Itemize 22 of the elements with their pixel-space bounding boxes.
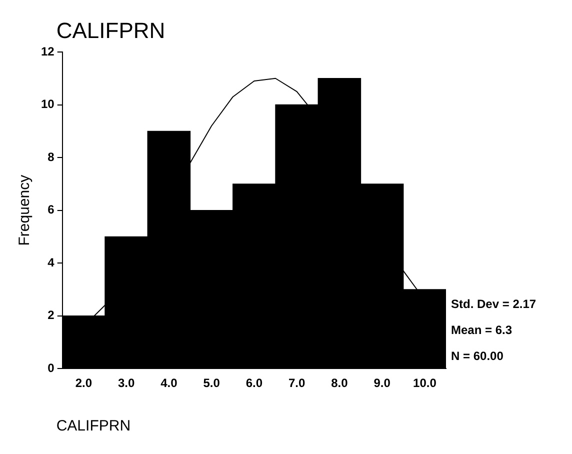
y-tick-label: 4 xyxy=(48,255,55,270)
y-tick-label: 6 xyxy=(48,202,55,217)
y-tick-label: 8 xyxy=(48,150,55,164)
y-tick-label: 10 xyxy=(40,97,55,112)
text: N = 60.00 xyxy=(451,348,504,363)
text: Std. Dev = 2.17 xyxy=(451,296,536,311)
text: Mean = 6.3 xyxy=(451,322,512,337)
y-tick-label: 2 xyxy=(48,308,55,322)
y-tick-label: 0 xyxy=(48,360,55,375)
x-tick-label: 5.0 xyxy=(203,376,220,390)
x-tick-label: 8.0 xyxy=(331,376,348,390)
x-tick-label: 3.0 xyxy=(118,376,135,390)
chart-title: CALIFPRN xyxy=(56,18,166,43)
x-tick-label: 4.0 xyxy=(160,376,178,390)
x-axis-title: CALIFPRN xyxy=(56,418,131,435)
x-tick-label: 2.0 xyxy=(75,376,92,390)
x-tick-label: 10.0 xyxy=(413,376,437,390)
y-axis-title: Frequency xyxy=(16,174,34,246)
x-tick-label: 9.0 xyxy=(374,376,391,390)
x-tick-label: 7.0 xyxy=(288,376,306,390)
x-tick-label: 6.0 xyxy=(246,376,263,390)
y-tick-label: 12 xyxy=(40,44,55,58)
